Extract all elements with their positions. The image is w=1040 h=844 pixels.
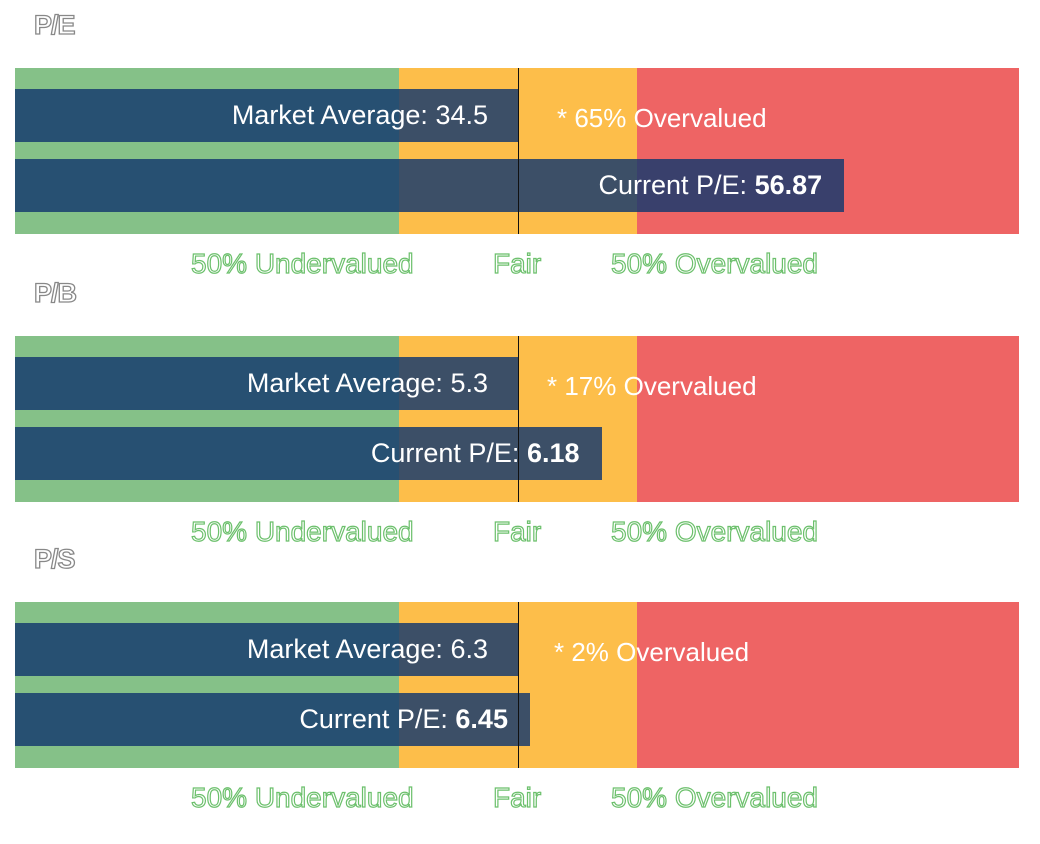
- valuation-note: * 2% Overvalued: [554, 637, 750, 667]
- valuation-track: Market Average: 34.5 Current P/E: 56.87 …: [15, 68, 1019, 234]
- overvalued-label: 50% Overvalued: [610, 247, 819, 279]
- overvalued-label: 50% Overvalued: [610, 781, 819, 813]
- current-value: 56.87: [754, 170, 823, 200]
- market-average-value: 6.3: [450, 634, 488, 664]
- market-average-label: Market Average:: [246, 634, 443, 664]
- market-average-label: Market Average:: [231, 100, 428, 130]
- current-bar: Current P/E: 6.18: [15, 427, 602, 480]
- market-average-bar: Market Average: 6.3: [15, 623, 518, 676]
- undervalued-label: 50% Undervalued: [190, 515, 414, 547]
- metric-title: P/B: [33, 277, 77, 308]
- undervalued-label: 50% Undervalued: [190, 781, 414, 813]
- valuation-note: * 65% Overvalued: [557, 103, 767, 133]
- fair-label: Fair: [492, 781, 542, 813]
- market-average-bar: Market Average: 34.5: [15, 89, 518, 142]
- current-value: 6.18: [526, 438, 580, 468]
- overvalued-zone: [637, 336, 1019, 502]
- market-average-value: 34.5: [435, 100, 488, 130]
- market-average-label: Market Average:: [246, 368, 443, 398]
- current-label: Current P/E:: [299, 704, 448, 734]
- valuation-note: * 17% Overvalued: [547, 371, 757, 401]
- fair-line: [518, 336, 519, 502]
- current-value: 6.45: [455, 704, 508, 734]
- valuation-track: Market Average: 5.3 Current P/E: 6.18 * …: [15, 336, 1019, 502]
- overvalued-label: 50% Overvalued: [610, 515, 819, 547]
- pb-panel: P/B Market Average: 5.3 Current P/E: 6.1…: [0, 277, 1040, 548]
- metric-title: P/S: [33, 543, 76, 574]
- overvalued-zone: [637, 602, 1019, 768]
- fair-label: Fair: [492, 515, 542, 547]
- valuation-track: Market Average: 6.3 Current P/E: 6.45 * …: [15, 602, 1019, 768]
- current-bar: Current P/E: 6.45: [15, 693, 530, 746]
- market-average-value: 5.3: [450, 368, 488, 398]
- fair-line: [518, 602, 519, 768]
- current-bar: Current P/E: 56.87: [15, 159, 845, 212]
- fair-label: Fair: [492, 247, 542, 279]
- pe-panel: P/E Market Average: 34.5 Current P/E: 56…: [0, 9, 1040, 280]
- market-average-bar: Market Average: 5.3: [15, 357, 518, 410]
- undervalued-label: 50% Undervalued: [190, 247, 414, 279]
- current-label: Current P/E:: [370, 438, 520, 468]
- fair-line: [518, 68, 519, 234]
- current-label: Current P/E:: [598, 170, 748, 200]
- metric-title: P/E: [33, 9, 76, 40]
- ps-panel: P/S Market Average: 6.3 Current P/E: 6.4…: [0, 543, 1040, 814]
